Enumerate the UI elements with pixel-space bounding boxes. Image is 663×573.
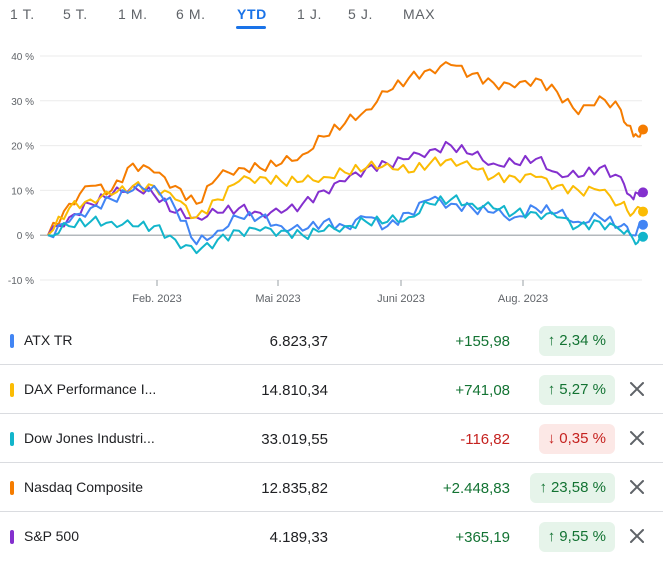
percent-change-badge: ↑ 2,34 % [538, 326, 615, 356]
percent-change-value: 0,35 % [559, 430, 606, 447]
series-color-swatch [10, 383, 14, 397]
y-tick-label: 20 % [11, 142, 34, 153]
close-icon [630, 480, 644, 494]
index-change: -116,82 [460, 431, 510, 448]
x-tick-label: Feb. 2023 [132, 293, 182, 305]
index-price: 12.835,82 [261, 480, 328, 497]
series-line [47, 194, 643, 255]
percent-change-badge: ↑ 23,58 % [530, 473, 615, 503]
table-row[interactable]: DAX Performance I... 14.810,34 +741,08 ↑ 5,2… [0, 365, 663, 414]
series-color-swatch [10, 530, 14, 544]
index-table: ATX TR 6.823,37 +155,98 ↑ 2,34 % DAX Performa… [0, 316, 663, 561]
index-change: +2.448,83 [442, 480, 510, 497]
close-icon [630, 382, 644, 396]
x-tick-label: Mai 2023 [255, 293, 300, 305]
series-line [47, 156, 643, 236]
series-end-marker [638, 206, 648, 217]
arrow-up-icon: ↑ [547, 332, 556, 349]
series-end-marker [638, 124, 648, 135]
arrow-up-icon: ↑ [539, 479, 547, 496]
index-price: 14.810,34 [261, 382, 328, 399]
index-name: Nasdaq Composite [24, 479, 144, 495]
index-change: +741,08 [455, 382, 510, 399]
arrow-up-icon: ↑ [547, 381, 556, 398]
y-tick-label: -10 % [8, 276, 34, 287]
tab-5-days[interactable]: 5 T. [63, 6, 88, 22]
percent-change-value: 23,58 % [550, 479, 606, 496]
series-color-swatch [10, 334, 14, 348]
arrow-up-icon: ↑ [547, 528, 556, 545]
series-line [47, 183, 643, 246]
arrow-down-icon: ↓ [547, 430, 556, 447]
index-price: 4.189,33 [269, 529, 328, 546]
x-tick-label: Aug. 2023 [498, 293, 548, 305]
index-change: +365,19 [455, 529, 510, 546]
index-name: DAX Performance I... [24, 381, 157, 397]
percent-change-badge: ↓ 0,35 % [538, 424, 615, 454]
tab-1-day[interactable]: 1 T. [10, 6, 35, 22]
tab-5-years[interactable]: 5 J. [348, 6, 373, 22]
tab-6-months[interactable]: 6 M. [176, 6, 206, 22]
percent-change-value: 2,34 % [559, 332, 606, 349]
remove-comparison-button[interactable] [625, 475, 649, 499]
series-end-marker [638, 231, 648, 242]
percent-change-badge: ↑ 9,55 % [538, 522, 615, 552]
y-tick-label: 10 % [11, 186, 34, 197]
index-name: S&P 500 [24, 528, 80, 544]
y-tick-label: 30 % [11, 97, 34, 108]
index-name: Dow Jones Industri... [24, 430, 155, 446]
series-color-swatch [10, 481, 14, 495]
table-row[interactable]: Nasdaq Composite 12.835,82 +2.448,83 ↑ 23,58… [0, 463, 663, 512]
table-row[interactable]: Dow Jones Industri... 33.019,55 -116,82 ↓ 0,… [0, 414, 663, 463]
series-color-swatch [10, 432, 14, 446]
percent-change-value: 5,27 % [559, 381, 606, 398]
remove-comparison-button[interactable] [625, 426, 649, 450]
range-tabs: 1 T. 5 T. 1 M. 6 M. YTD 1 J. 5 J. MAX [0, 0, 663, 34]
x-tick-label: Juni 2023 [377, 293, 425, 305]
tab-ytd[interactable]: YTD [237, 6, 267, 22]
series-line [47, 61, 643, 236]
close-icon [630, 431, 644, 445]
y-tick-label: 40 % [11, 52, 34, 63]
y-tick-label: 0 % [17, 231, 34, 242]
active-tab-indicator [236, 26, 266, 29]
series-end-marker [638, 187, 648, 198]
tab-1-year[interactable]: 1 J. [297, 6, 322, 22]
tab-max[interactable]: MAX [403, 6, 436, 22]
close-icon [630, 529, 644, 543]
tab-1-month[interactable]: 1 M. [118, 6, 148, 22]
percent-change-value: 9,55 % [559, 528, 606, 545]
index-price: 6.823,37 [269, 333, 328, 350]
remove-comparison-button[interactable] [625, 377, 649, 401]
index-price: 33.019,55 [261, 431, 328, 448]
index-change: +155,98 [455, 333, 510, 350]
percent-change-badge: ↑ 5,27 % [538, 375, 615, 405]
table-row[interactable]: ATX TR 6.823,37 +155,98 ↑ 2,34 % [0, 316, 663, 365]
table-row[interactable]: S&P 500 4.189,33 +365,19 ↑ 9,55 % [0, 512, 663, 561]
remove-comparison-button[interactable] [625, 524, 649, 548]
index-name: ATX TR [24, 332, 73, 348]
comparison-chart[interactable]: 40 % 30 % 20 % 10 % 0 % -10 % Feb. 2023 Mai 202… [0, 36, 663, 306]
series-end-marker [638, 219, 648, 230]
